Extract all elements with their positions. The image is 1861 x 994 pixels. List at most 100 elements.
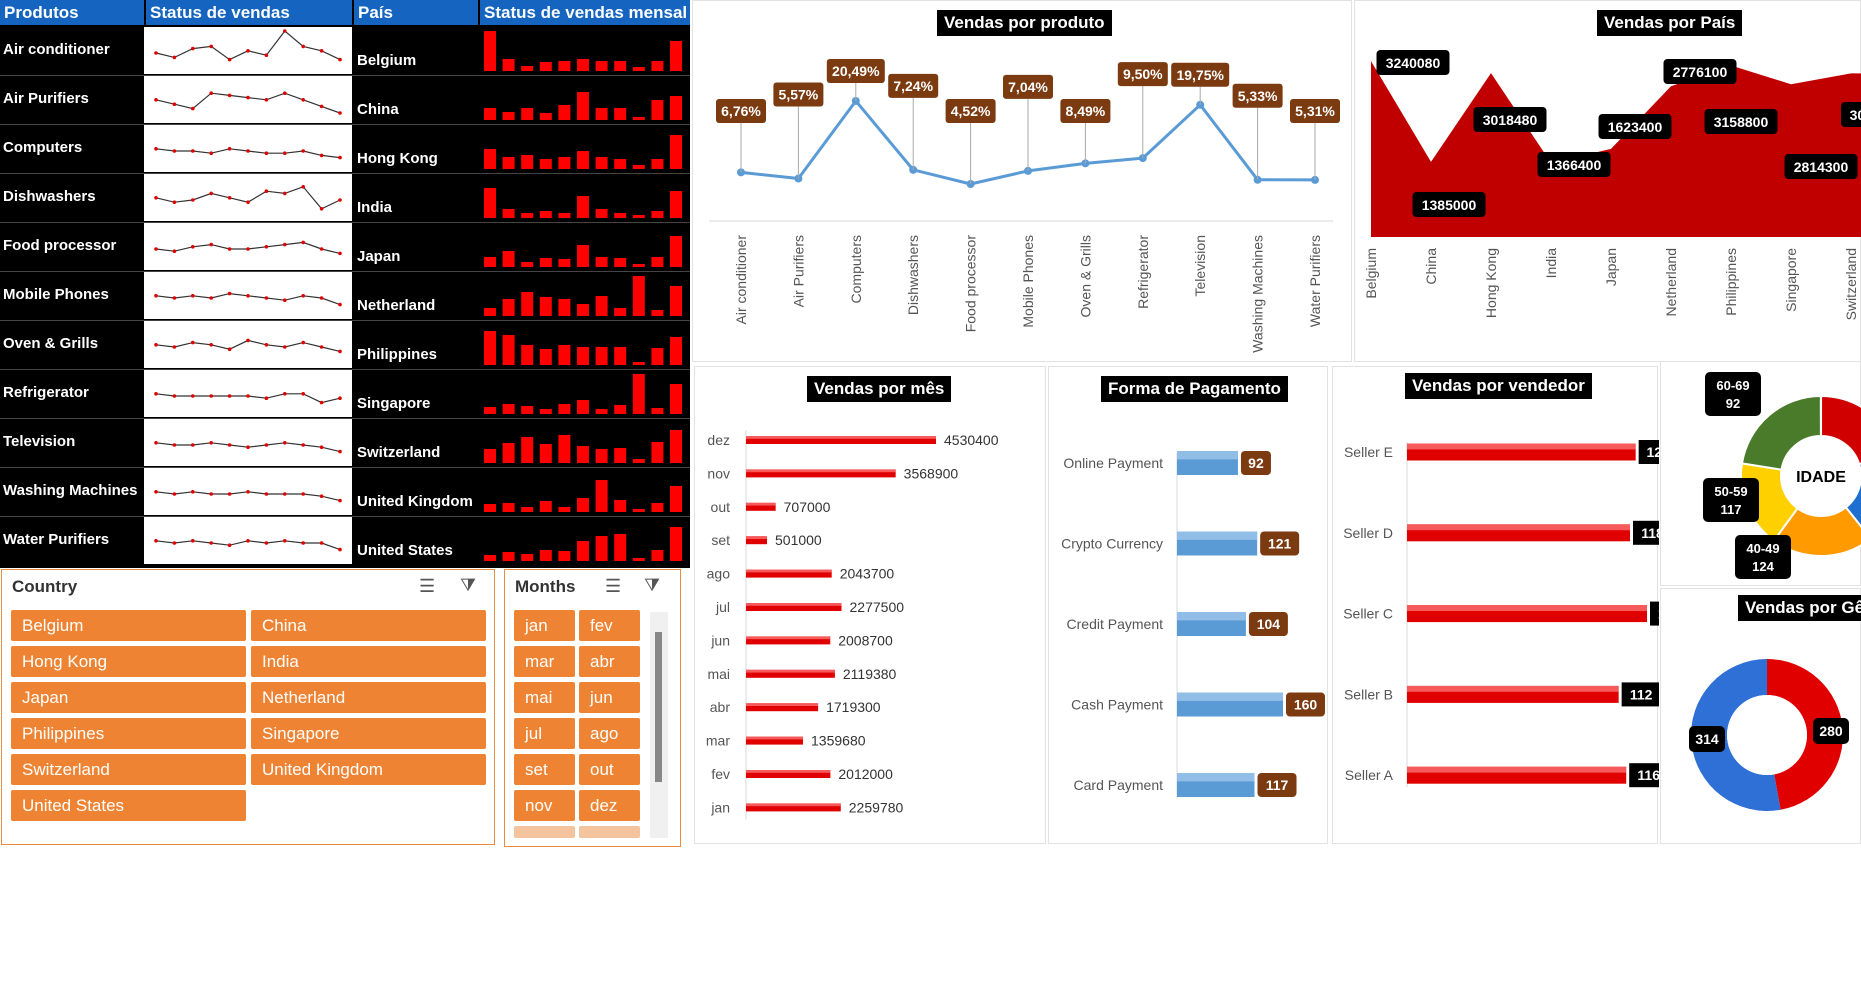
data-label-box — [1735, 535, 1791, 579]
sparkline-point — [172, 394, 177, 398]
sparkline-point — [246, 149, 250, 153]
slicer-item-month-disabled[interactable] — [579, 826, 640, 838]
slicer-item-month[interactable]: set — [514, 754, 575, 785]
country-name: India — [357, 199, 393, 216]
sparkline-bar — [651, 442, 664, 463]
multi-select-icon[interactable]: ☰ — [605, 576, 622, 596]
clear-filter-icon[interactable]: ⧩ — [460, 575, 477, 595]
data-label: 501000 — [775, 532, 822, 548]
slicer-item-country[interactable]: India — [251, 646, 486, 677]
data-label: 9,50% — [1123, 66, 1163, 82]
country-name: Philippines — [357, 346, 438, 363]
sparkline-point — [172, 249, 177, 253]
sparkline-point — [209, 44, 213, 49]
sparkline-point — [319, 207, 324, 211]
slicer-item-country[interactable]: Japan — [11, 682, 246, 713]
sparkline-bar — [632, 362, 645, 365]
sparkline-bar — [484, 149, 496, 169]
slicer-item-country[interactable]: Singapore — [251, 718, 486, 749]
sparkline-bar — [595, 157, 608, 169]
sparkline-bar — [670, 337, 682, 365]
sparkline-point — [191, 340, 195, 345]
scrollbar-thumb[interactable] — [655, 632, 662, 782]
sparkline-bar — [670, 135, 682, 169]
sparkline-point — [283, 539, 287, 543]
sparkline-point — [154, 343, 158, 347]
sparkline-bar — [614, 258, 627, 267]
slicer-item-country[interactable]: United States — [11, 790, 246, 821]
sparkline-bar — [651, 61, 664, 71]
data-label-box — [1703, 478, 1759, 522]
product-name: Oven & Grills — [3, 335, 99, 352]
slicer-item-country[interactable]: Belgium — [11, 610, 246, 641]
sparkline-point — [191, 294, 195, 298]
sparkline-bar — [632, 509, 645, 512]
product-name: Food processor — [3, 237, 117, 254]
slicer-item-month[interactable]: mar — [514, 646, 575, 677]
sparkline-point — [154, 51, 158, 55]
slicer-item-month[interactable]: ago — [579, 718, 640, 749]
slicer-item-country[interactable]: Netherland — [251, 682, 486, 713]
slicer-item-country[interactable]: United Kingdom — [251, 754, 486, 785]
data-label: 5,57% — [779, 87, 819, 103]
row-divider — [0, 369, 690, 370]
category-label: abr — [710, 699, 731, 715]
sparkline-point — [246, 200, 250, 204]
category-label: Japan — [1603, 248, 1619, 286]
slicer-scrollbar[interactable] — [650, 612, 668, 838]
sparkline-bar — [539, 409, 552, 414]
data-label: 2259780 — [849, 799, 904, 815]
sparkline-point — [301, 340, 305, 345]
data-label-box — [1689, 726, 1725, 752]
data-label: 2776100 — [1673, 64, 1728, 80]
slicer-item-month[interactable]: jun — [579, 682, 640, 713]
chart-vendas-por-pais: Vendas por País 3240080 Belgium 1385000 Chi… — [1354, 0, 1861, 362]
sparkline-point — [338, 111, 342, 115]
sparkline-bar — [632, 165, 645, 169]
slicer-item-country[interactable]: Hong Kong — [11, 646, 246, 677]
slicer-item-month[interactable]: jan — [514, 610, 575, 641]
slicer-item-country[interactable]: Switzerland — [11, 754, 246, 785]
sparkline-point — [283, 191, 287, 196]
slicer-item-month[interactable]: mai — [514, 682, 575, 713]
bar — [746, 436, 936, 444]
sparkline-point — [191, 46, 195, 51]
column-sparkline — [484, 430, 682, 463]
sparkline-point — [301, 185, 305, 189]
sparkline-bar — [577, 347, 589, 365]
sparkline-point — [191, 149, 195, 153]
slicer-item-country[interactable]: Philippines — [11, 718, 246, 749]
slicer-item-month[interactable]: dez — [579, 790, 640, 821]
data-label: 3018480 — [1483, 112, 1538, 128]
sparkline-point — [209, 343, 213, 347]
bar-highlight — [1407, 605, 1647, 612]
sparkline-svg — [154, 490, 342, 503]
sparkline-point — [283, 91, 287, 95]
sparkline-bar — [632, 276, 645, 316]
data-label: 7,04% — [1008, 79, 1048, 95]
sparkline-point — [154, 490, 158, 494]
chart-title: Vendas por vendedor — [1405, 373, 1592, 399]
category-label: ago — [707, 566, 731, 582]
sparkline-point — [154, 294, 158, 298]
slicer-item-month[interactable]: abr — [579, 646, 640, 677]
sparkline-point — [191, 106, 195, 111]
sparkline-point — [209, 394, 213, 398]
sparkline-bar — [558, 345, 571, 365]
clear-filter-icon[interactable]: ⧩ — [644, 575, 661, 595]
bar-highlight — [1177, 612, 1246, 621]
sparkline-bar — [651, 159, 664, 169]
slicer-item-country[interactable]: China — [251, 610, 486, 641]
data-label: 1366400 — [1547, 157, 1602, 173]
sparkline-bar — [521, 507, 534, 512]
slicer-item-month[interactable]: nov — [514, 790, 575, 821]
sparkline-bar — [521, 406, 534, 414]
slicer-item-month-disabled[interactable] — [514, 826, 575, 838]
slicer-item-month[interactable]: out — [579, 754, 640, 785]
slicer-item-month[interactable]: fev — [579, 610, 640, 641]
sparkline-bar — [595, 409, 608, 414]
sparkline-point — [172, 55, 177, 60]
slicer-item-month[interactable]: jul — [514, 718, 575, 749]
data-label: 1719300 — [826, 699, 881, 715]
multi-select-icon[interactable]: ☰ — [419, 576, 436, 596]
